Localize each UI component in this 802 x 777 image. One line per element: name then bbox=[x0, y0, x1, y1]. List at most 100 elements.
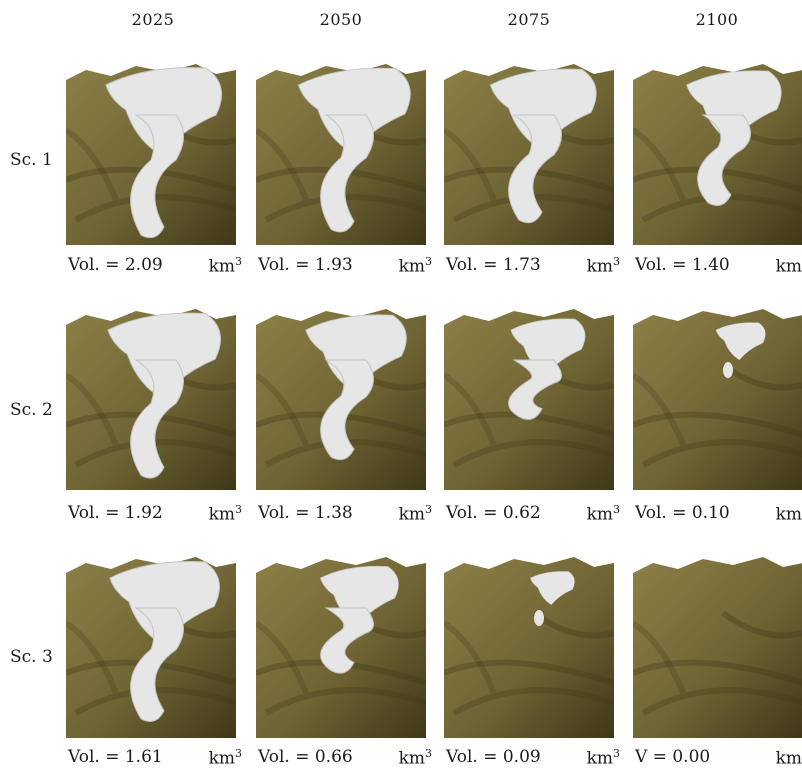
glacier-ice bbox=[508, 318, 586, 420]
terrain-ridge bbox=[633, 411, 802, 438]
terrain-ridge bbox=[256, 166, 426, 193]
terrain-render bbox=[444, 309, 614, 490]
terrain-ridge bbox=[641, 439, 802, 468]
scenario-label-2: Sc. 2 bbox=[10, 400, 53, 420]
glacier-panel bbox=[66, 305, 236, 490]
glacier-panel bbox=[256, 553, 426, 738]
volume-unit: km3 bbox=[398, 503, 432, 525]
terrain-surface bbox=[444, 557, 614, 738]
glacier-ice bbox=[305, 314, 407, 461]
terrain-ridge bbox=[256, 620, 309, 695]
terrain-render bbox=[633, 64, 802, 245]
terrain-ridge bbox=[444, 620, 497, 695]
volume-value: Vol. = 1.40 bbox=[635, 255, 730, 275]
year-header-2050: 2050 bbox=[319, 10, 363, 29]
volume-label: Vol. = 1.40 km3 bbox=[635, 255, 802, 285]
terrain-surface bbox=[633, 309, 802, 490]
year-header-2100: 2100 bbox=[695, 10, 739, 29]
glacier-ice bbox=[109, 561, 220, 722]
volume-value: Vol. = 1.38 bbox=[258, 503, 353, 523]
terrain-ridge bbox=[444, 659, 614, 686]
volume-unit: km3 bbox=[775, 256, 802, 277]
terrain-ridge bbox=[452, 687, 614, 716]
terrain-render bbox=[66, 557, 236, 738]
volume-label: Vol. = 1.61 km3 bbox=[68, 747, 248, 777]
glacier-ice bbox=[319, 565, 399, 674]
glacier-ice bbox=[107, 312, 222, 479]
terrain-ridge bbox=[444, 127, 497, 202]
terrain-render bbox=[256, 557, 426, 738]
volume-unit: km3 bbox=[208, 503, 242, 525]
terrain-ridge bbox=[66, 620, 119, 695]
volume-unit: km3 bbox=[586, 747, 620, 769]
scenario-label-1: Sc. 1 bbox=[10, 150, 53, 170]
volume-unit: km3 bbox=[398, 255, 432, 277]
volume-value: Vol. = 0.09 bbox=[446, 747, 541, 767]
volume-label: Vol. = 0.09 km3 bbox=[446, 747, 626, 777]
glacier-ice bbox=[715, 322, 766, 378]
volume-unit: km3 bbox=[398, 747, 432, 769]
terrain-ridge bbox=[633, 372, 686, 447]
volume-unit: km3 bbox=[586, 255, 620, 277]
terrain-render bbox=[66, 309, 236, 490]
glacier-panel bbox=[256, 305, 426, 490]
scenario-label-3: Sc. 3 bbox=[10, 647, 53, 667]
volume-label: Vol. = 1.92 km3 bbox=[68, 503, 248, 533]
year-header-2075: 2075 bbox=[507, 10, 551, 29]
glacier-panel bbox=[444, 305, 614, 490]
terrain-render bbox=[66, 64, 236, 245]
volume-label: Vol. = 1.38 km3 bbox=[258, 503, 438, 533]
volume-unit: km3 bbox=[586, 503, 620, 525]
volume-value: Vol. = 1.93 bbox=[258, 255, 353, 275]
volume-unit: km3 bbox=[775, 504, 802, 525]
volume-value: Vol. = 0.62 bbox=[446, 503, 541, 523]
terrain-ridge bbox=[256, 127, 309, 202]
terrain-render bbox=[444, 64, 614, 245]
volume-value: Vol. = 2.09 bbox=[68, 255, 163, 275]
terrain-ridge bbox=[641, 687, 802, 716]
glacier-panel bbox=[66, 60, 236, 245]
terrain-render bbox=[444, 557, 614, 738]
terrain-ridge bbox=[721, 610, 802, 639]
volume-label: Vol. = 0.62 km3 bbox=[446, 503, 626, 533]
terrain-ridge bbox=[66, 127, 119, 202]
glacier-panel bbox=[633, 60, 802, 245]
terrain-ridge bbox=[256, 372, 309, 447]
glacier-panel bbox=[256, 60, 426, 245]
terrain-render bbox=[633, 309, 802, 490]
glacier-ice bbox=[105, 67, 223, 239]
terrain-ridge bbox=[633, 659, 802, 686]
volume-unit: km3 bbox=[775, 748, 802, 769]
volume-label: Vol. = 0.10 km3 bbox=[635, 503, 802, 533]
glacier-panel bbox=[633, 305, 802, 490]
terrain-ridge bbox=[264, 687, 426, 716]
year-header-2025: 2025 bbox=[131, 10, 175, 29]
glacier-ice bbox=[686, 70, 782, 206]
volume-label: Vol. = 1.93 km3 bbox=[258, 255, 438, 285]
glacier-panel bbox=[66, 553, 236, 738]
volume-value: Vol. = 1.61 bbox=[68, 747, 163, 767]
volume-value: Vol. = 1.92 bbox=[68, 503, 163, 523]
terrain-ridge bbox=[633, 620, 686, 695]
volume-unit: km3 bbox=[208, 255, 242, 277]
volume-unit: km3 bbox=[208, 747, 242, 769]
volume-value: Vol. = 0.10 bbox=[635, 503, 730, 523]
glacier-panel bbox=[444, 553, 614, 738]
terrain-ridge bbox=[444, 372, 497, 447]
volume-value: V = 0.00 bbox=[635, 747, 711, 767]
terrain-render bbox=[256, 64, 426, 245]
terrain-surface bbox=[633, 557, 802, 738]
volume-label: Vol. = 2.09 km3 bbox=[68, 255, 248, 285]
volume-value: Vol. = 1.73 bbox=[446, 255, 541, 275]
terrain-render bbox=[256, 309, 426, 490]
volume-label: Vol. = 1.73 km3 bbox=[446, 255, 626, 285]
glacier-ice bbox=[530, 571, 575, 626]
volume-label: Vol. = 0.66 km3 bbox=[258, 747, 438, 777]
terrain-ridge bbox=[452, 439, 614, 468]
terrain-render bbox=[633, 557, 802, 738]
glacier-panel bbox=[633, 553, 802, 738]
glacier-ice bbox=[489, 68, 597, 224]
terrain-ridge bbox=[66, 372, 119, 447]
volume-value: Vol. = 0.66 bbox=[258, 747, 353, 767]
terrain-ridge bbox=[66, 166, 236, 193]
